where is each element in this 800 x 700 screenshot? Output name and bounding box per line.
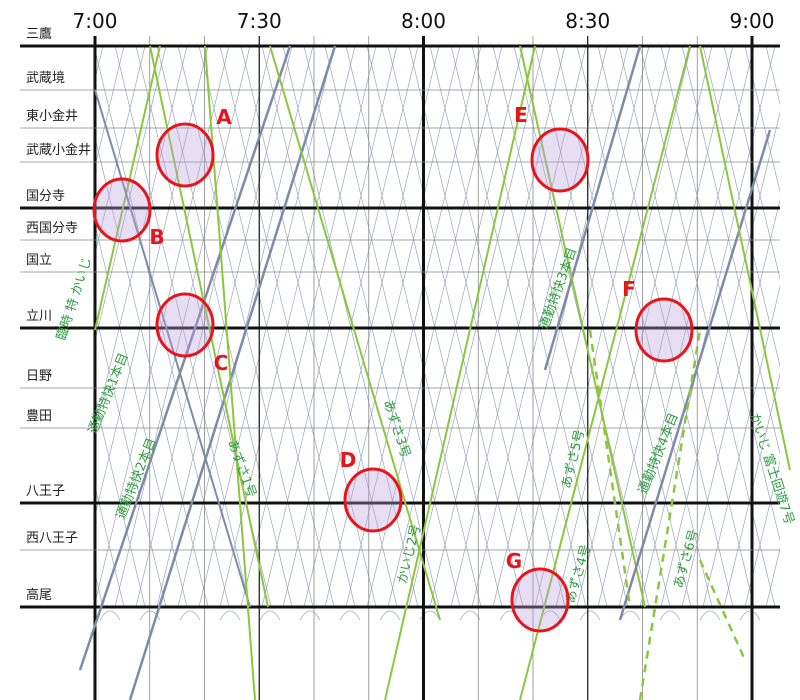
train-line — [95, 45, 146, 256]
marker-label: E — [514, 103, 528, 127]
turnback-loop — [699, 610, 721, 621]
highlight-train — [149, 45, 269, 608]
highlight-train — [699, 45, 791, 471]
train-line — [744, 460, 780, 608]
marker-circle — [634, 297, 694, 363]
turnback-loop — [219, 610, 241, 621]
marker-circle — [343, 467, 403, 533]
time-label: 8:30 — [565, 9, 610, 33]
marker-circle — [530, 127, 590, 193]
turnback-loop — [299, 610, 321, 621]
station-label: 東小金井 — [26, 108, 78, 124]
time-label: 8:00 — [401, 9, 446, 33]
marker-label: B — [149, 225, 164, 249]
turnback-loop — [99, 610, 121, 621]
time-label: 9:00 — [730, 9, 775, 33]
station-label: 国立 — [26, 253, 52, 268]
turnback-loop — [579, 610, 601, 621]
marker-label: A — [216, 105, 232, 129]
marker-label: F — [622, 277, 636, 301]
train-line — [723, 372, 780, 608]
turnback-loop — [379, 610, 401, 621]
station-label: 豊田 — [26, 409, 52, 424]
highlight-train — [78, 45, 292, 671]
marker-circle — [92, 177, 152, 243]
marker-label: G — [506, 549, 522, 573]
turnback-loop — [339, 610, 361, 621]
station-label: 武蔵小金井 — [26, 142, 91, 158]
station-label: 国分寺 — [26, 189, 65, 204]
highlight-train — [638, 329, 702, 700]
train-line — [95, 45, 125, 169]
highlight-train — [519, 45, 691, 700]
time-label: 7:30 — [237, 9, 282, 33]
station-label: 立川 — [26, 309, 52, 324]
turnback-loop — [739, 610, 761, 621]
station-label: 西八王子 — [26, 531, 78, 546]
station-label: 八王子 — [26, 484, 65, 499]
station-label: 武蔵境 — [26, 71, 65, 86]
train-line — [95, 484, 125, 608]
highlight-train — [384, 45, 536, 700]
marker-label: D — [340, 448, 357, 472]
highlight-train — [543, 45, 642, 371]
station-label: 西国分寺 — [26, 221, 78, 236]
highlight-train — [269, 45, 441, 621]
train-line — [723, 45, 780, 281]
time-label: 7:00 — [73, 9, 118, 33]
marker-label: C — [214, 351, 229, 375]
station-label: 高尾 — [26, 587, 52, 603]
marker-circle — [155, 292, 215, 358]
highlight-train — [128, 45, 337, 700]
station-label: 三鷹 — [26, 27, 52, 42]
turnback-loop — [179, 610, 201, 621]
turnback-loop — [659, 610, 681, 621]
highlight-train — [94, 45, 161, 331]
highlight-train — [618, 129, 772, 621]
highlight-train — [94, 89, 251, 608]
marker-circle — [155, 122, 215, 188]
highlight-train — [588, 329, 632, 608]
train-line — [95, 397, 146, 608]
station-label: 日野 — [26, 369, 52, 384]
marker-circle — [510, 567, 570, 633]
highlight-train — [698, 559, 747, 661]
turnback-loop — [259, 610, 281, 621]
